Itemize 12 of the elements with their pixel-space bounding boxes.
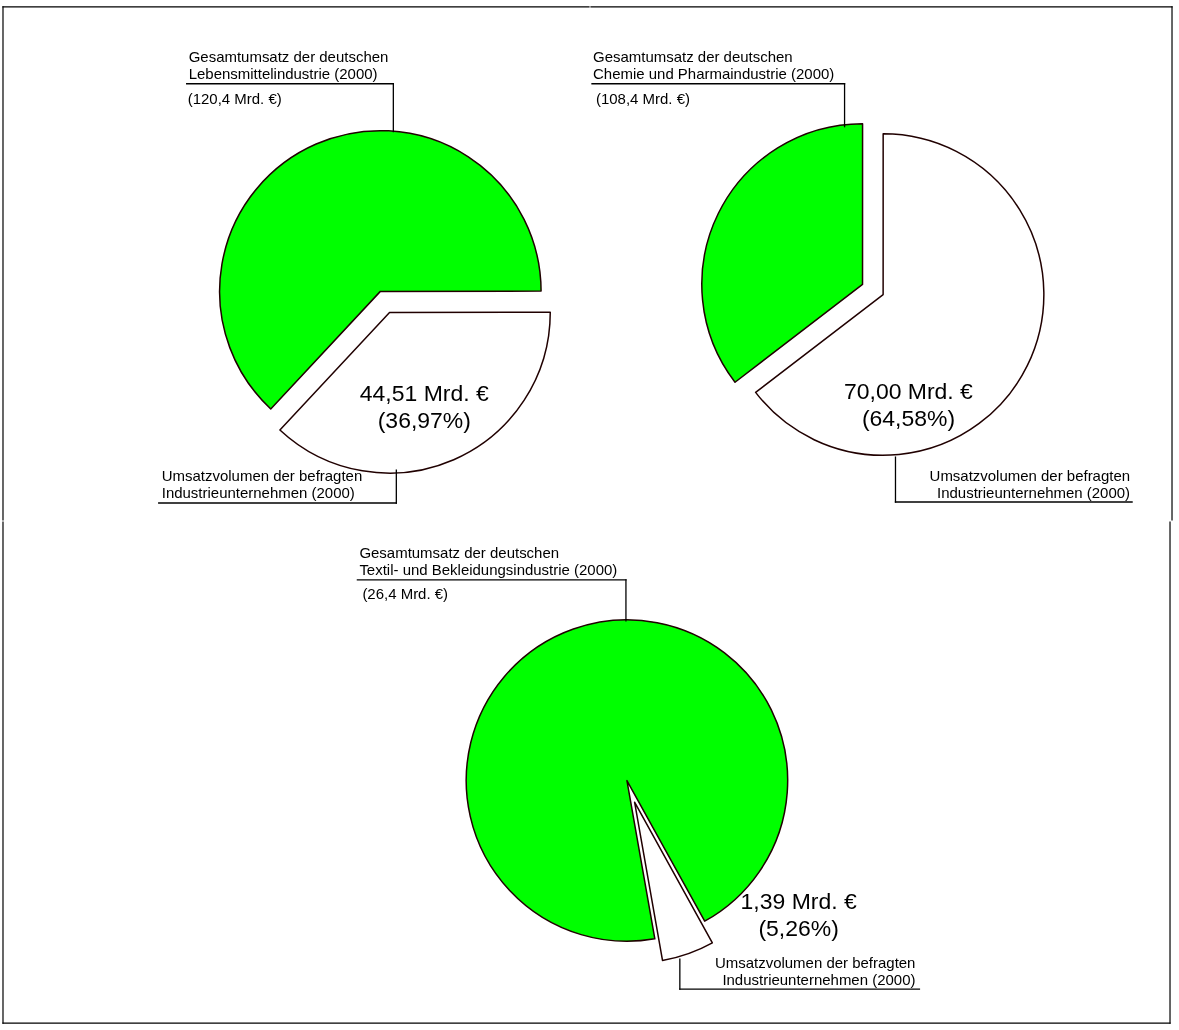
slice-label: Gesamtumsatz der deutschen Textil- und Bekleidungsindustrie (2000) bbox=[359, 543, 618, 579]
text: (108,4 Mrd. €) bbox=[595, 89, 691, 107]
slice-label: Gesamtumsatz der deutschen Lebensmittelindustrie (2000) bbox=[188, 47, 389, 82]
slice-label: Umsatzvolumen der befragten Industrieunternehmen (2000) bbox=[929, 467, 1131, 502]
slice-label: Umsatzvolumen der befragten Industrieunternehmen (2000) bbox=[161, 467, 363, 502]
data-label: 70,00 Mrd. € (64,58%) bbox=[844, 378, 974, 431]
data-label: 1,39 Mrd. € (5,26%) bbox=[740, 888, 857, 941]
slice-label: Umsatzvolumen der befragten Industrieunternehmen (2000) bbox=[714, 954, 916, 989]
text: (120,4 Mrd. €) bbox=[187, 89, 282, 107]
slice-label: Gesamtumsatz der deutschen Chemie und Pharmaindustrie (2000) bbox=[592, 47, 835, 82]
text: (26,4 Mrd. €) bbox=[362, 584, 449, 602]
data-label: 44,51 Mrd. € (36,97%) bbox=[359, 380, 489, 433]
